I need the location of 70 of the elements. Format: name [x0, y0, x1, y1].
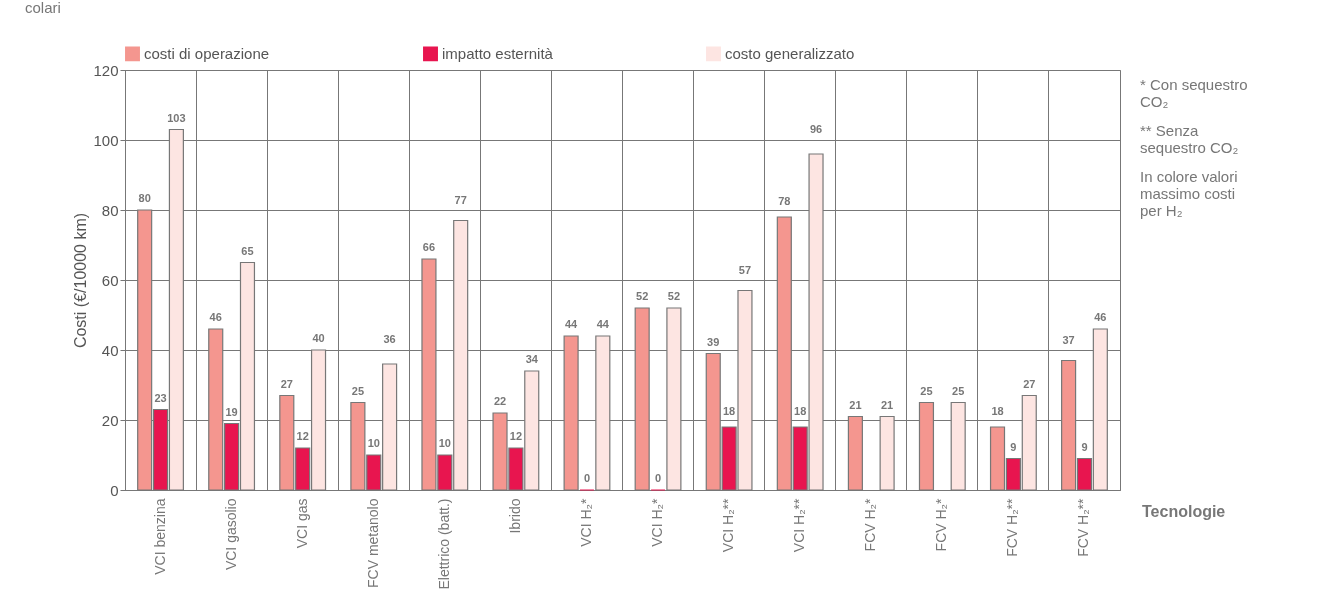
data-label: 25: [952, 384, 965, 397]
data-label: 39: [707, 335, 720, 348]
data-label: 103: [167, 111, 186, 124]
data-label: 37: [1062, 333, 1075, 346]
data-label: 44: [564, 318, 579, 330]
y-tick-label: 120: [93, 61, 119, 79]
data-label: 46: [209, 311, 222, 323]
x-tick-label: VCI H₂*: [577, 497, 594, 547]
y-tick-label: 80: [101, 201, 119, 219]
data-label: 18: [722, 405, 736, 417]
data-label: 52: [636, 290, 649, 302]
data-label: 9: [1010, 440, 1017, 453]
data-label: 36: [383, 333, 396, 345]
data-label: 18: [794, 405, 807, 417]
data-label: 65: [241, 244, 254, 257]
data-label: 21: [849, 398, 862, 411]
data-label: 18: [991, 405, 1004, 417]
data-label: 77: [454, 193, 467, 206]
y-tick-label: 40: [101, 341, 119, 359]
data-label: 0: [583, 472, 591, 484]
data-label: 0: [654, 472, 662, 484]
y-tick-label: 0: [110, 481, 119, 499]
data-label: 40: [312, 332, 325, 344]
data-label: 80: [138, 192, 151, 204]
x-tick-label: FCV H₂**: [1004, 497, 1021, 557]
text: ** Senza sequestro CO₂: [1140, 122, 1239, 156]
legend-label: impatto esternità: [442, 44, 554, 62]
x-tick-label: VCI gasolio: [222, 498, 239, 571]
data-label: 27: [280, 377, 293, 390]
x-tick-label: VCI H₂**: [720, 497, 737, 553]
data-label: 66: [422, 241, 436, 253]
data-label: 12: [296, 430, 309, 442]
y-tick-label: 100: [93, 131, 119, 149]
data-label: 78: [778, 195, 791, 207]
data-label: 23: [154, 391, 167, 404]
data-label: 52: [667, 290, 681, 302]
x-tick-label: VCI H₂*: [649, 497, 666, 547]
x-tick-label: Ibrido: [506, 498, 523, 534]
data-label: 9: [1081, 440, 1088, 453]
data-label: 96: [809, 123, 823, 135]
data-label: 25: [351, 384, 365, 397]
data-label: 44: [596, 318, 610, 330]
y-tick-label: 60: [101, 271, 119, 289]
x-tick-label: FCV metanolo: [364, 498, 381, 588]
legend-label: costi di operazione: [144, 44, 270, 62]
x-tick-label: VCI gas: [293, 498, 310, 549]
x-tick-label: FCV H₂*: [862, 497, 879, 552]
data-label: 34: [525, 353, 539, 365]
x-tick-label: FCV H₂**: [1075, 497, 1092, 557]
data-label: 12: [509, 430, 523, 442]
x-axis-title: Tecnologie: [1142, 503, 1226, 520]
x-tick-label: VCI benzina: [151, 498, 168, 575]
data-label: 46: [1094, 311, 1107, 323]
data-label: 22: [493, 395, 507, 407]
data-label: 10: [438, 437, 451, 449]
data-label: 27: [1023, 377, 1036, 390]
data-label: 25: [920, 384, 933, 397]
data-label: 19: [225, 405, 238, 418]
data-label: 10: [367, 437, 380, 449]
data-label: 57: [738, 263, 752, 276]
text: In colore valori massimo costi per H₂: [1140, 168, 1238, 219]
legend-label: costo generalizzato: [725, 44, 855, 62]
x-tick-label: FCV H₂*: [933, 497, 950, 552]
x-tick-label: Elettrico (batt.): [435, 498, 452, 590]
y-axis-title: Costi (€/10000 km): [72, 212, 90, 349]
text: * Con sequestro CO₂: [1140, 76, 1248, 110]
text: colari: [25, 0, 61, 16]
x-tick-label: VCI H₂**: [791, 497, 808, 553]
data-label: 21: [880, 398, 894, 411]
y-tick-label: 20: [101, 411, 119, 429]
